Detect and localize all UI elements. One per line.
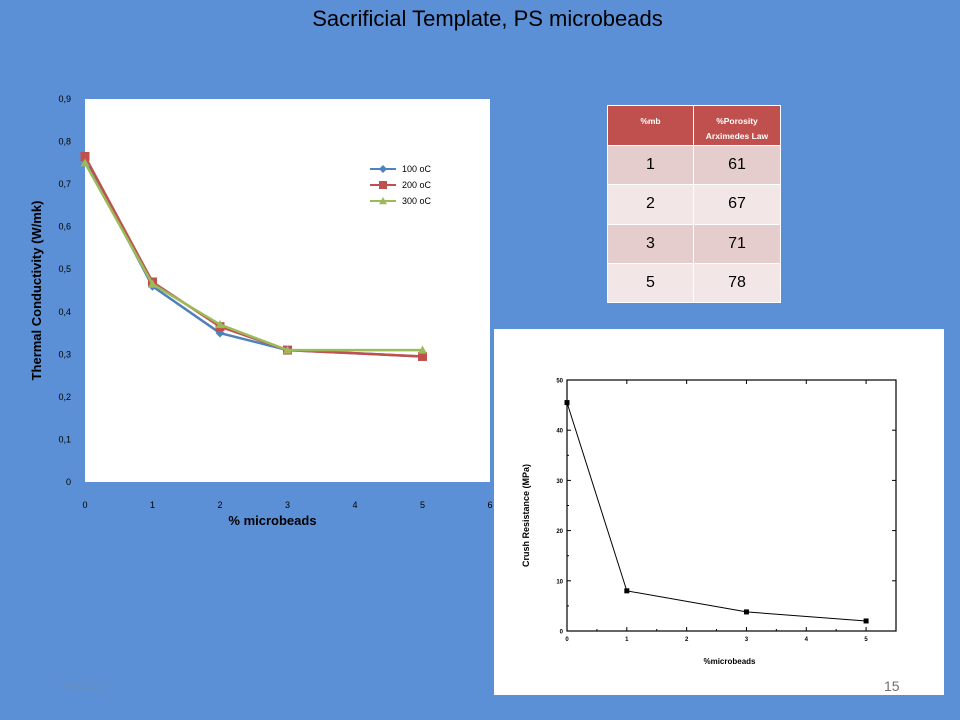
x-tick-label: 2 [217, 500, 222, 510]
thermal-conductivity-chart: 0 0,1 0,2 0,3 0,4 0,5 0,6 0,7 0,8 0,9 0 1 2 3 4 5 6 % mic… [29, 94, 493, 528]
slide-title: Sacrificial Template, PS microbeads [312, 6, 663, 31]
table-cell-mb: 3 [607, 223, 694, 264]
x-tick-label: 5 [864, 637, 868, 643]
plot-area [85, 99, 490, 482]
x-tick-label: 0 [82, 500, 87, 510]
y-tick-label: 50 [556, 379, 563, 385]
y-axis-label: Crush Resistance (MPa) [521, 464, 531, 567]
x-tick-label: 3 [745, 637, 749, 643]
table-cell-mb: 2 [607, 184, 694, 225]
data-point [148, 279, 157, 288]
table-cell-mb: 5 [607, 262, 694, 304]
y-tick-label: 0,2 [58, 392, 71, 402]
table-cell-porosity: 67 [692, 184, 782, 225]
legend-label: 200 oC [402, 180, 432, 190]
table-row: 5 78 [607, 262, 782, 304]
legend-marker [379, 165, 387, 173]
x-axis-label: % microbeads [228, 513, 316, 528]
y-tick-label: 20 [556, 529, 563, 535]
plot-frame [566, 379, 897, 632]
data-point [624, 588, 630, 594]
table-header-row: %mb %Porosity Arximedes Law [607, 105, 782, 146]
legend-label: 300 oC [402, 196, 432, 206]
data-point [80, 151, 90, 161]
y-tick-label: 40 [556, 429, 563, 435]
y-tick-label: 0,1 [58, 434, 71, 444]
data-point [80, 158, 90, 167]
data-point [418, 345, 427, 354]
table-cell-mb: 1 [607, 144, 694, 186]
x-tick-label: 2 [685, 637, 689, 643]
table-row: 1 61 [607, 144, 782, 186]
page-number: 15 [884, 678, 900, 694]
x-tick-label: 6 [487, 500, 492, 510]
y-tick-label: 0,7 [58, 179, 71, 189]
x-tick-label: 3 [285, 500, 290, 510]
y-tick-label: 0 [560, 630, 564, 636]
data-point [215, 328, 225, 338]
legend-marker [379, 197, 387, 205]
data-point [743, 609, 749, 615]
x-tick-label: 4 [805, 637, 809, 643]
x-tick-label: 4 [352, 500, 357, 510]
x-tick-label: 5 [420, 500, 425, 510]
crush-resistance-panel: 0 10 20 30 40 50 0 1 2 3 4 5 %microbeads Crush Resist… [494, 329, 944, 695]
y-tick-label: 0 [66, 477, 71, 487]
x-tick-label: 1 [150, 500, 155, 510]
y-tick-label: 0,8 [58, 137, 71, 147]
y-tick-label: 0,9 [58, 94, 71, 104]
footer-date: 9/6/2013 [60, 680, 103, 692]
series-line [566, 402, 867, 622]
y-tick-label: 0,3 [58, 349, 71, 359]
y-tick-label: 10 [556, 579, 563, 585]
x-tick-label: 0 [565, 637, 569, 643]
data-point [564, 400, 570, 406]
legend-marker [379, 181, 387, 189]
table-row: 2 67 [607, 184, 782, 225]
data-point [215, 320, 225, 329]
table-cell-porosity: 61 [692, 144, 782, 186]
data-point [863, 618, 869, 624]
y-tick-label: 0,5 [58, 264, 71, 274]
table-cell-porosity: 71 [692, 223, 782, 264]
x-axis-label: %microbeads [703, 657, 756, 666]
data-point [283, 345, 292, 354]
crush-resistance-chart: 0 10 20 30 40 50 0 1 2 3 4 5 %microbeads Crush Resist… [521, 379, 897, 666]
y-axis-label: Thermal Conductivity (W/mk) [29, 201, 44, 381]
y-tick-label: 30 [556, 479, 563, 485]
y-tick-label: 0,4 [58, 307, 71, 317]
table-header-mb: %mb [607, 105, 694, 146]
table-header-porosity: %Porosity Arximedes Law [692, 105, 782, 146]
table-cell-porosity: 78 [692, 262, 782, 304]
table-row: 3 71 [607, 223, 782, 264]
porosity-table: %mb %Porosity Arximedes Law 1 61 2 67 3 … [607, 105, 782, 304]
y-tick-label: 0,6 [58, 222, 71, 232]
data-point [418, 351, 427, 361]
x-tick-label: 1 [625, 637, 629, 643]
legend-label: 100 oC [402, 164, 432, 174]
